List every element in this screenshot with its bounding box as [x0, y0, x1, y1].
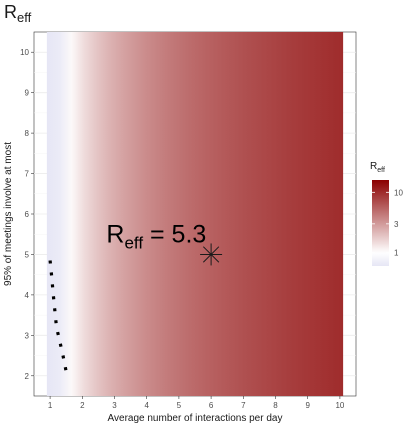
annotation-subscript: eff: [124, 233, 143, 252]
y-axis: 2 3 4 5 6 7 8 9 10: [20, 48, 34, 381]
legend-title: Reff: [370, 161, 385, 174]
legend: Reff 1 3 10: [370, 161, 403, 266]
chart-title: Reff: [4, 2, 32, 25]
legend-tick-label: 10: [394, 188, 403, 197]
chart-title-main: R: [4, 2, 17, 22]
x-tick-label: 5: [177, 401, 182, 410]
y-tick-label: 3: [25, 331, 30, 340]
x-tick-label: 7: [241, 401, 246, 410]
y-tick-label: 7: [25, 170, 30, 179]
legend-colorbar: [372, 180, 389, 266]
x-tick-label: 9: [305, 401, 310, 410]
asterisk-marker-icon: [200, 243, 223, 266]
legend-title-subscript: eff: [377, 167, 385, 174]
legend-tick-label: 3: [394, 220, 399, 229]
reff-annotation: Reff = 5.3: [106, 220, 206, 252]
x-tick-label: 6: [209, 401, 214, 410]
y-axis-title: 95% of meetings involve at most: [3, 142, 14, 286]
y-tick-label: 2: [25, 372, 30, 381]
heatmap-fill: [46, 32, 344, 396]
x-axis-title: Average number of interactions per day: [108, 413, 283, 424]
annotation-value: = 5.3: [143, 220, 206, 248]
y-tick-label: 5: [25, 250, 30, 259]
y-tick-label: 10: [20, 48, 29, 57]
legend-ticks: 1 3 10: [372, 188, 403, 258]
x-axis: 1 2 3 4 5 6 7 8 9 10: [48, 396, 345, 410]
x-tick-label: 8: [273, 401, 278, 410]
x-tick-label: 3: [112, 401, 117, 410]
annotation-main: R: [106, 220, 124, 248]
y-tick-label: 6: [25, 210, 30, 219]
x-tick-label: 4: [144, 401, 149, 410]
chart-title-subscript: eff: [17, 10, 32, 25]
y-tick-label: 4: [25, 291, 30, 300]
legend-title-main: R: [370, 161, 377, 172]
x-tick-label: 1: [48, 401, 53, 410]
legend-tick-label: 1: [394, 249, 399, 258]
y-tick-label: 9: [25, 89, 30, 98]
x-tick-label: 10: [335, 401, 344, 410]
y-tick-label: 8: [25, 129, 30, 138]
x-tick-label: 2: [80, 401, 85, 410]
asterisk-marker-stroke: [202, 246, 220, 263]
